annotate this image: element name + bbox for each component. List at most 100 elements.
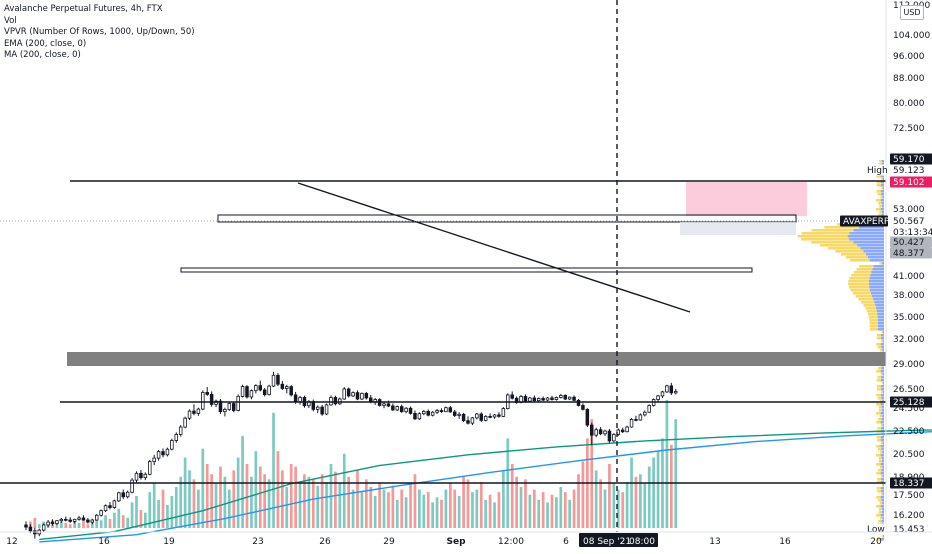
vpvr-row-down <box>869 259 884 262</box>
vpvr-row-up <box>879 205 883 208</box>
volume-bar <box>351 489 355 528</box>
candle-body <box>329 397 333 406</box>
indicator-ma[interactable]: MA (200, close, 0) <box>4 50 81 60</box>
time-tick-label: 23 <box>252 537 263 547</box>
vpvr-row-up <box>877 469 882 472</box>
candle-body <box>240 386 245 397</box>
indicator-vpvr[interactable]: VPVR (Number Of Rows, 1000, Up/Down, 50) <box>4 27 195 37</box>
volume-bar <box>364 479 368 528</box>
currency-button[interactable]: USD <box>900 5 924 20</box>
vpvr-row-down <box>868 283 884 286</box>
volume-bar <box>197 489 200 528</box>
candle-body <box>99 510 103 516</box>
vpvr-row-down <box>880 505 884 508</box>
candle-body <box>581 405 585 410</box>
volume-bar <box>307 476 311 528</box>
candle-body <box>196 408 201 414</box>
volume-bar <box>139 510 143 528</box>
vpvr-row-up <box>877 520 882 523</box>
vpvr-row-down <box>870 292 884 295</box>
volume-bar <box>674 419 678 528</box>
vpvr-row-up <box>865 307 877 310</box>
candle-body <box>342 388 346 400</box>
volume-bar <box>227 489 231 528</box>
volume-bar <box>64 522 68 528</box>
vpvr-row-down <box>877 322 884 325</box>
vpvr-row-down <box>881 478 884 481</box>
vpvr-row-up <box>876 343 881 346</box>
candle-body <box>311 401 316 410</box>
candle-body <box>620 429 625 433</box>
candle-body <box>603 430 607 435</box>
volume-bar <box>448 483 452 528</box>
candle-body <box>488 415 492 418</box>
candle-body <box>249 390 254 398</box>
level-50427-label-bg <box>890 236 932 248</box>
candle-body <box>422 410 426 415</box>
candle-body <box>673 391 678 394</box>
ma-line <box>39 431 932 543</box>
symbol-title[interactable]: Avalanche Perpetual Futures, 4h, FTX <box>4 4 163 14</box>
vpvr-row-up <box>879 415 883 418</box>
high-tag-label: High <box>867 166 888 176</box>
vpvr-row-down <box>881 439 884 442</box>
volume-bar <box>426 492 430 528</box>
volume-bar <box>387 492 390 528</box>
candle-body <box>117 492 121 502</box>
candle-body <box>536 398 541 401</box>
vpvr-row-down <box>881 469 884 472</box>
vpvr-row-up <box>876 445 881 448</box>
volume-bar <box>250 476 253 528</box>
volume-bar <box>572 489 576 528</box>
price-axis[interactable]: 112.000104.00096.00088.00080.00072.50059… <box>840 0 932 535</box>
volume-bar <box>546 502 549 528</box>
vpvr-row-up <box>811 241 854 244</box>
vpvr-row-up <box>876 412 881 415</box>
candle-body <box>77 517 81 520</box>
candle-body <box>267 385 271 396</box>
vpvr-row-up <box>876 190 881 193</box>
vpvr-row-down <box>881 346 884 349</box>
price-tick-label: 32.000 <box>893 335 925 345</box>
candle-body <box>209 393 214 405</box>
vpvr-row-up <box>881 187 883 190</box>
volume-bar <box>245 464 249 528</box>
volume-bar <box>484 499 488 528</box>
candle-body <box>231 403 236 411</box>
vpvr-row-down <box>863 250 884 253</box>
vpvr-row-up <box>866 310 877 313</box>
volume-bar <box>435 497 439 528</box>
candle-body <box>404 407 408 413</box>
volume-bar <box>157 499 160 528</box>
vpvr-row-up <box>848 286 870 289</box>
vpvr-row-up <box>877 337 882 340</box>
candle-body <box>165 448 170 456</box>
vpvr-row-up <box>876 181 882 184</box>
vpvr-row-up <box>881 535 884 538</box>
indicator-vol[interactable]: Vol <box>4 15 17 26</box>
time-axis[interactable]: 12 16 19 23 26 29 Sep 12:00 6 13 16 20 08 Sep '2108:… <box>0 531 932 547</box>
vpvr-row-down <box>883 484 884 487</box>
volume-bar <box>647 466 651 528</box>
candle-body <box>399 406 404 413</box>
vpvr-row-down <box>881 508 884 511</box>
volume-bar <box>267 479 271 528</box>
volume-bar <box>369 487 373 528</box>
vpvr-row-down <box>881 397 884 400</box>
vpvr-row-up <box>801 238 850 241</box>
volume-bar <box>188 470 191 528</box>
candle-body <box>125 491 130 498</box>
indicator-ema[interactable]: EMA (200, close, 0) <box>4 38 87 49</box>
vpvr-row-down <box>880 334 884 337</box>
vpvr-row-up <box>820 244 858 247</box>
candle-body <box>386 403 391 407</box>
vpvr-row-down <box>847 235 884 238</box>
volume-bar <box>82 520 85 528</box>
vpvr-row-down <box>881 520 884 523</box>
volume-bar <box>488 494 492 528</box>
candle-body <box>576 399 581 406</box>
vpvr-row-down <box>880 463 884 466</box>
vpvr-row-down <box>881 406 884 409</box>
